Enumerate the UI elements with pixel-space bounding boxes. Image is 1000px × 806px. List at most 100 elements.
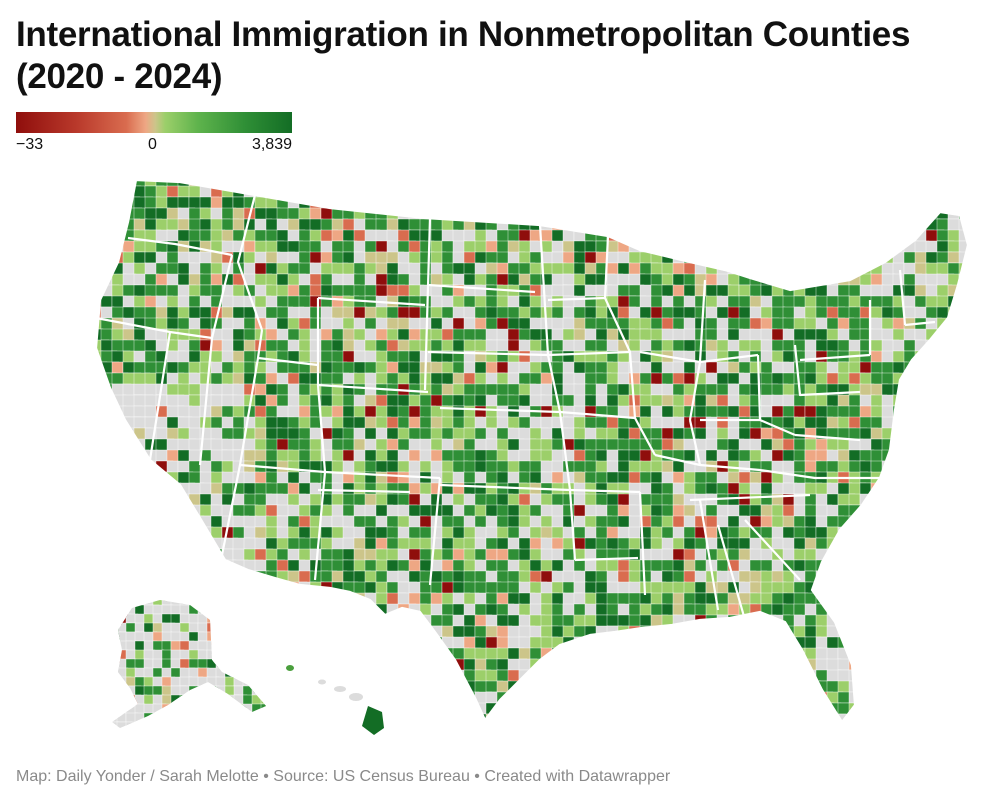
county-cell [178,725,197,737]
county-cell [430,658,446,672]
county-cell [100,394,114,410]
county-cell [782,702,796,716]
county-cell [716,570,730,583]
county-cell [826,438,839,452]
county-cell [496,713,516,722]
county-cell [353,317,367,331]
county-cell [870,526,887,543]
county-cell [397,416,410,430]
county-cell [408,185,424,201]
county-cell [936,383,951,402]
county-cell [970,670,986,681]
county-cell [650,240,663,254]
county-cell [694,625,708,640]
county-cell [529,713,543,722]
county-cell [947,603,962,620]
county-cell [870,669,886,682]
county-cell [782,669,797,687]
county-cell [738,229,758,242]
county-cell [364,614,382,632]
county-cell [650,207,669,225]
county-cell [96,526,105,539]
county-cell [870,218,890,231]
county-cell [463,240,477,254]
county-cell [155,537,168,552]
county-cell [925,559,942,576]
county-cell [116,685,128,698]
county-cell [727,196,742,213]
county-cell [197,721,214,728]
county-cell [551,702,566,718]
county-cell [606,680,626,695]
county-cell [562,658,580,675]
county-cell [683,625,703,638]
county-cell [892,537,912,555]
county-cell [353,180,373,188]
county-cell [694,229,707,245]
county-cell [298,504,311,518]
county-cell [111,570,132,583]
county-cell [233,649,244,661]
county-cell [914,625,927,643]
county-cell [96,482,102,496]
county-cell [243,713,258,722]
county-cell [914,383,933,399]
county-cell [915,725,930,740]
county-cell [375,185,390,198]
county-cell [958,680,968,699]
county-cell [265,603,285,620]
county-cell [96,603,108,622]
county-cell [892,559,910,574]
county-cell [133,570,151,588]
county-cell [260,712,266,727]
county-cell [188,685,203,700]
county-cell [331,669,349,687]
county-cell [815,251,831,267]
county-cell [870,185,887,203]
county-cell [156,725,174,741]
county-cell [442,725,456,742]
county-cell [188,570,202,586]
county-cell [463,625,476,638]
county-cell [958,548,968,562]
county-cell [705,240,719,257]
county-cell [206,649,220,661]
county-cell [254,636,275,649]
county-cell [738,251,759,266]
county-cell [122,559,143,576]
county-cell [508,725,526,736]
county-cell [353,625,368,642]
county-cell [233,604,244,618]
county-cell [970,703,984,716]
county-cell [914,515,929,529]
county-cell [650,218,669,237]
county-cell [133,526,152,539]
county-cell [936,482,952,499]
county-cell [958,180,968,192]
county-cell [848,636,863,649]
county-cell [233,600,250,611]
county-cell [738,196,757,209]
county-cell [694,647,713,662]
county-cell [507,691,524,705]
county-cell [96,196,108,214]
county-cell [485,251,499,264]
county-cell [760,251,778,269]
county-cell [859,526,879,543]
county-cell [179,721,194,728]
county-cell [309,636,325,651]
county-cell [970,692,987,706]
county-cell [100,427,115,441]
county-cell [892,658,911,673]
county-cell [970,384,986,398]
county-cell [100,548,121,564]
county-cell [782,185,799,201]
county-cell [859,196,873,210]
county-cell [111,581,128,595]
county-cell [705,647,720,664]
county-cell [903,383,917,397]
county-cell [694,702,708,717]
county-cell [848,581,869,598]
county-cell [320,625,336,638]
county-cell [694,658,708,671]
